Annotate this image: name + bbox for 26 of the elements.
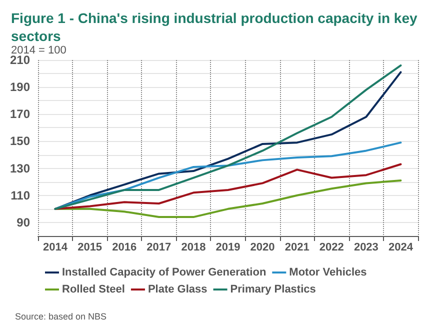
y-tick-label: 90: [16, 215, 30, 230]
x-tick-label: 2024: [388, 242, 414, 254]
line-series: [54, 142, 402, 210]
x-tick-label: 2019: [216, 242, 240, 254]
x-tick-label: 2014: [43, 242, 68, 254]
y-tick-label: 150: [10, 134, 30, 148]
legend-label: Installed Capacity of Power Generation: [62, 266, 266, 278]
legend-label: Primary Plastics: [230, 284, 316, 296]
x-tick-label: 2018: [181, 242, 206, 254]
y-tick-label: 110: [10, 188, 30, 202]
y-tick-label: 130: [10, 161, 30, 176]
legend-label: Plate Glass: [148, 284, 208, 296]
chart-title: Figure 1 - China's rising industrial production capacity in key sectors: [11, 10, 422, 44]
line-series: [54, 163, 402, 210]
x-tick-label: 2022: [319, 242, 344, 254]
y-tick-label: 190: [10, 80, 30, 94]
y-tick-label: 170: [10, 107, 30, 122]
x-tick-label: 2016: [112, 242, 137, 254]
source-note: Source: based on NBS: [15, 312, 107, 322]
legend-label: Rolled Steel: [62, 284, 125, 296]
legend-label: Motor Vehicles: [289, 266, 367, 278]
x-tick-label: 2021: [284, 242, 310, 254]
x-tick-label: 2020: [250, 242, 275, 254]
x-tick-label: 2023: [354, 242, 378, 254]
x-tick-label: 2015: [78, 242, 102, 254]
x-tick-label: 2017: [146, 242, 172, 254]
